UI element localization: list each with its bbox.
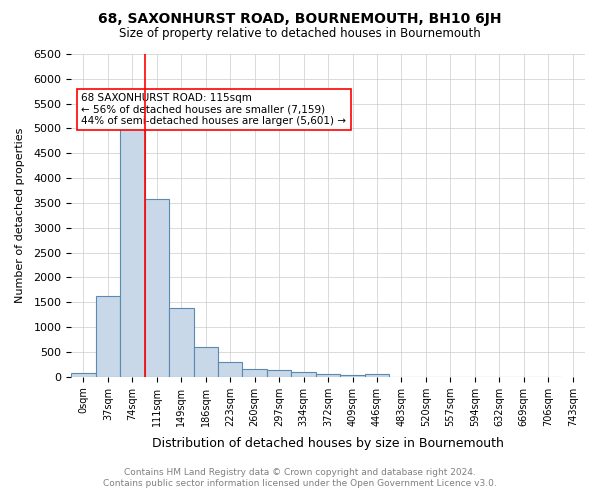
Bar (292, 372, 316, 376)
Text: 68, SAXONHURST ROAD, BOURNEMOUTH, BH10 6JH: 68, SAXONHURST ROAD, BOURNEMOUTH, BH10 6… (98, 12, 502, 26)
Bar (145, 199, 169, 376)
Bar (340, 375, 365, 376)
Bar (194, 348, 218, 376)
Bar (169, 308, 194, 376)
Bar (71, 373, 95, 376)
Text: Contains HM Land Registry data © Crown copyright and database right 2024.
Contai: Contains HM Land Registry data © Crown c… (103, 468, 497, 487)
Y-axis label: Number of detached properties: Number of detached properties (15, 128, 25, 303)
Bar (242, 369, 267, 376)
Bar (218, 362, 242, 376)
Bar (267, 370, 292, 376)
Text: Size of property relative to detached houses in Bournemouth: Size of property relative to detached ho… (119, 28, 481, 40)
X-axis label: Distribution of detached houses by size in Bournemouth: Distribution of detached houses by size … (152, 437, 504, 450)
Bar (365, 374, 389, 376)
Bar (95, 296, 120, 376)
Bar (120, 124, 145, 376)
Text: 68 SAXONHURST ROAD: 115sqm
← 56% of detached houses are smaller (7,159)
44% of s: 68 SAXONHURST ROAD: 115sqm ← 56% of deta… (82, 92, 346, 126)
Bar (316, 374, 340, 376)
